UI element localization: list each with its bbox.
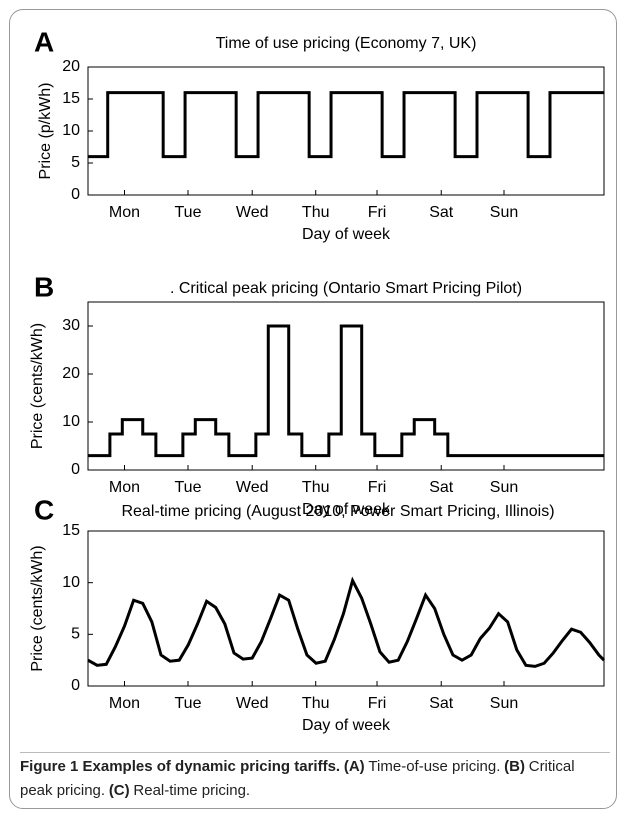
y-tick-label: 20	[62, 365, 80, 382]
x-tick-label: Mon	[109, 695, 140, 712]
y-tick-label: 0	[71, 186, 80, 203]
y-tick-label: 10	[62, 574, 80, 591]
y-tick-label: 15	[62, 90, 80, 107]
x-tick-label: Sat	[429, 479, 454, 496]
x-tick-label: Tue	[174, 204, 201, 221]
caption-segment: Real-time pricing.	[133, 782, 251, 799]
price-line	[88, 324, 604, 458]
price-line	[88, 91, 604, 159]
x-tick-label: Fri	[368, 479, 387, 496]
x-tick-label: Thu	[302, 204, 330, 221]
caption-segment: (C)	[108, 782, 130, 799]
y-tick-label: 10	[62, 122, 80, 139]
y-axis-label: Price (cents/kWh)	[29, 545, 46, 671]
plot-frame	[87, 530, 605, 687]
chart-title: Time of use pricing (Economy 7, UK)	[216, 35, 477, 52]
price-line	[87, 576, 606, 668]
caption-segment: Critical peak pricing.	[20, 758, 575, 799]
y-tick-label: 5	[71, 154, 80, 171]
x-tick-label: Wed	[236, 204, 269, 221]
x-tick-label: Fri	[368, 695, 387, 712]
x-tick-label: Fri	[368, 204, 387, 221]
x-axis-label: Day of week	[302, 717, 391, 734]
y-tick-label: 0	[71, 677, 80, 694]
x-tick-label: Mon	[109, 204, 140, 221]
figure-frame	[9, 9, 617, 809]
caption-segment: (B)	[504, 758, 525, 775]
x-tick-label: Sun	[490, 204, 518, 221]
x-tick-label: Sat	[429, 204, 454, 221]
panel-label: C	[34, 494, 54, 525]
x-tick-label: Thu	[302, 695, 330, 712]
y-tick-label: 20	[62, 58, 80, 75]
y-tick-label: 30	[62, 317, 80, 334]
x-tick-label: Sat	[429, 695, 454, 712]
y-axis-label: Price (p/kWh)	[37, 83, 54, 180]
y-tick-label: 0	[71, 461, 80, 478]
y-axis-label: Price (cents/kWh)	[29, 323, 46, 449]
x-axis-label: Day of week	[302, 501, 391, 518]
x-axis-label: Day of week	[302, 226, 391, 243]
plot-frame	[87, 301, 605, 471]
x-tick-label: Wed	[236, 695, 269, 712]
x-tick-label: Tue	[174, 695, 201, 712]
panel-label: A	[34, 26, 54, 57]
caption-segment: Figure 1 Examples of dynamic pricing tar…	[20, 758, 341, 775]
y-tick-label: 10	[62, 413, 80, 430]
x-tick-label: Wed	[236, 479, 269, 496]
chart-title: Real-time pricing (August 2010, Power Sm…	[121, 503, 554, 520]
x-tick-label: Thu	[302, 479, 330, 496]
caption: Figure 1 Examples of dynamic pricing tar…	[20, 752, 610, 803]
x-tick-label: Tue	[174, 479, 201, 496]
x-tick-label: Mon	[109, 479, 140, 496]
chart-title: . Critical peak pricing (Ontario Smart P…	[170, 280, 522, 297]
caption-segment: Time-of-use pricing.	[368, 758, 501, 775]
y-tick-label: 5	[71, 626, 80, 643]
figure: A Time of use pricing (Economy 7, UK) 0 5 10…	[29, 26, 606, 734]
panel-label: B	[34, 271, 54, 302]
y-tick-label: 15	[62, 522, 80, 539]
x-tick-label: Sun	[490, 695, 518, 712]
caption-segment: (A)	[343, 758, 365, 775]
x-tick-label: Sun	[490, 479, 518, 496]
